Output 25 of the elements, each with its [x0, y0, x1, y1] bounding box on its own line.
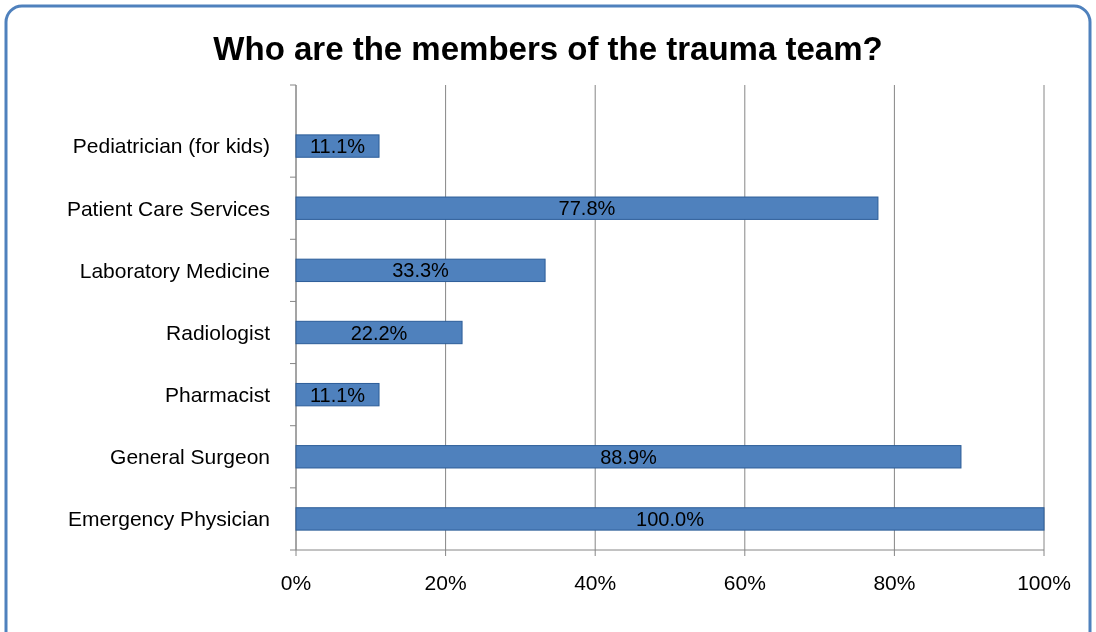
chart-title: Who are the members of the trauma team? — [213, 30, 883, 67]
x-tick-label: 80% — [873, 571, 916, 594]
y-tick-label: Emergency Physician — [68, 507, 270, 531]
data-label: 77.8% — [558, 197, 616, 220]
y-tick-label: Patient Care Services — [66, 196, 270, 220]
data-label: 88.9% — [600, 445, 658, 468]
y-tick-label: Pharmacist — [164, 382, 271, 406]
y-tick-label: Laboratory Medicine — [79, 258, 270, 282]
y-tick-label: Pediatrician (for kids) — [72, 134, 270, 158]
bar — [295, 258, 546, 283]
x-tick-label: 40% — [574, 571, 617, 594]
x-tick-label: 20% — [424, 571, 467, 594]
data-label: 100.0% — [636, 507, 705, 530]
y-tick-label: Radiologist — [166, 320, 271, 344]
y-tick-label: General Surgeon — [110, 445, 270, 469]
data-label: 22.2% — [350, 321, 408, 344]
bar — [295, 507, 1045, 531]
data-label: 11.1% — [309, 383, 366, 406]
data-label: 33.3% — [392, 259, 450, 282]
x-tick-label: 100% — [1017, 571, 1071, 594]
bar — [295, 196, 879, 220]
x-tick-label: 0% — [280, 571, 312, 594]
data-label: 11.1% — [309, 135, 366, 158]
x-tick-label: 60% — [723, 571, 766, 594]
bar — [295, 445, 962, 469]
